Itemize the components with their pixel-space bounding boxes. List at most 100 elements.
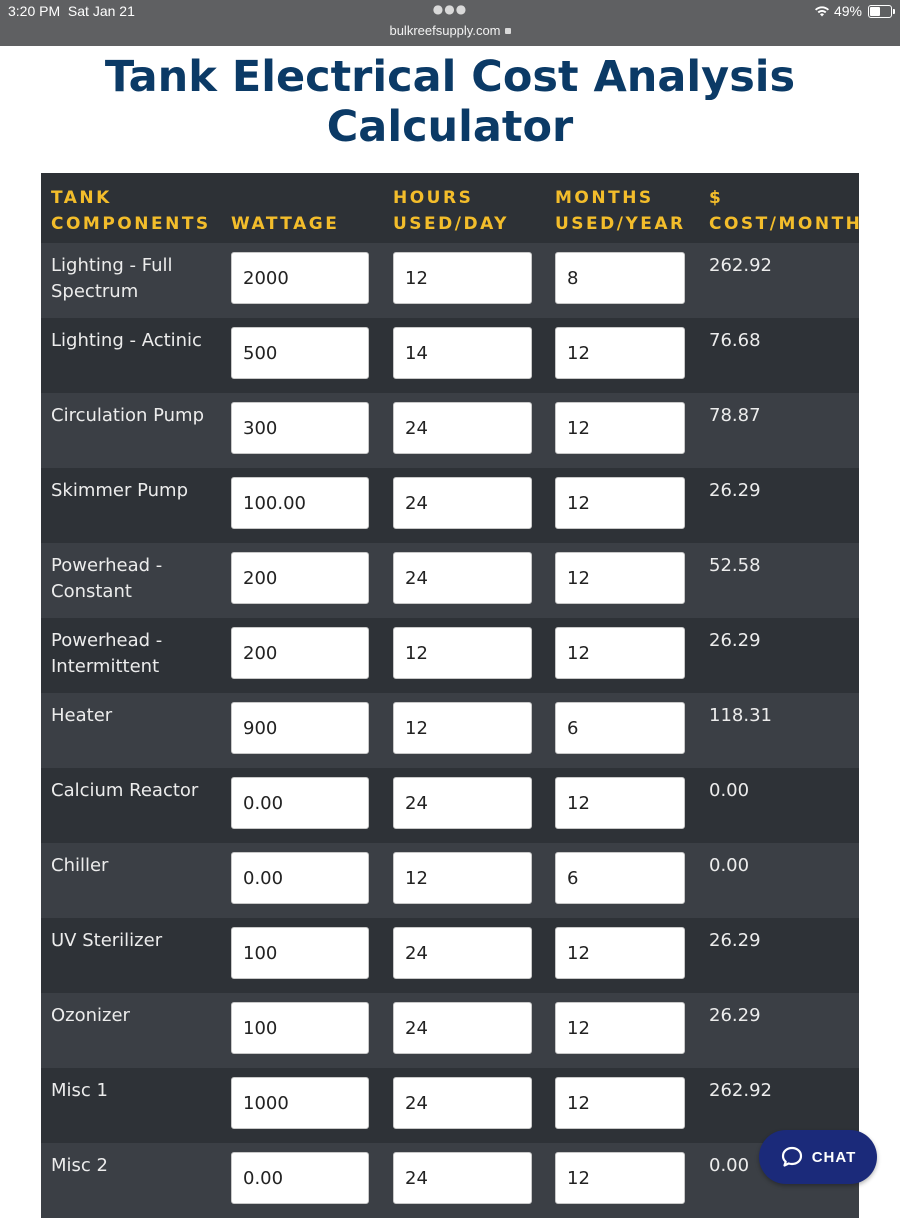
wattage-input[interactable] bbox=[231, 1077, 369, 1129]
cost-value: 26.29 bbox=[709, 630, 761, 651]
header-months: MONTHS USED/YEAR bbox=[555, 188, 686, 234]
wattage-input[interactable] bbox=[231, 252, 369, 304]
header-hours: HOURS USED/DAY bbox=[393, 188, 509, 234]
wattage-input[interactable] bbox=[231, 402, 369, 454]
table-row: UV Sterilizer 26.29 bbox=[41, 918, 859, 993]
component-name: Powerhead - Constant bbox=[51, 555, 163, 602]
cost-value: 26.29 bbox=[709, 480, 761, 501]
component-name: Skimmer Pump bbox=[51, 480, 189, 501]
months-input[interactable] bbox=[555, 252, 685, 304]
wattage-input[interactable] bbox=[231, 852, 369, 904]
component-name: Calcium Reactor bbox=[51, 780, 199, 801]
battery-percent: 49% bbox=[833, 3, 862, 19]
lock-icon bbox=[504, 28, 511, 34]
component-name: Chiller bbox=[51, 855, 109, 876]
component-name: Circulation Pump bbox=[51, 405, 205, 426]
table-row: Chiller 0.00 bbox=[41, 843, 859, 918]
component-name: Ozonizer bbox=[51, 1005, 130, 1026]
wattage-input[interactable] bbox=[231, 702, 369, 754]
cost-value: 0.00 bbox=[709, 1155, 750, 1176]
wattage-input[interactable] bbox=[231, 477, 369, 529]
months-input[interactable] bbox=[555, 1077, 685, 1129]
hours-input[interactable] bbox=[393, 702, 532, 754]
wattage-input[interactable] bbox=[231, 552, 369, 604]
table-row: Calcium Reactor 0.00 bbox=[41, 768, 859, 843]
header-components: TANK COMPONENTS bbox=[51, 188, 211, 234]
months-input[interactable] bbox=[555, 852, 685, 904]
chat-bubble-icon bbox=[781, 1146, 802, 1167]
component-name: Misc 2 bbox=[51, 1155, 108, 1176]
months-input[interactable] bbox=[555, 927, 685, 979]
table-row: Skimmer Pump 26.29 bbox=[41, 468, 859, 543]
hours-input[interactable] bbox=[393, 477, 532, 529]
hours-input[interactable] bbox=[393, 252, 532, 304]
component-name: Powerhead - Intermittent bbox=[51, 630, 163, 677]
cost-value: 52.58 bbox=[709, 555, 761, 576]
tab-dots-icon[interactable]: ●●● bbox=[432, 2, 468, 16]
component-name: Lighting - Full Spectrum bbox=[51, 255, 173, 302]
header-cost: $ COST/MONTH bbox=[709, 188, 863, 234]
cost-table: TANK COMPONENTS WATTAGE HOURS USED/DAY M… bbox=[41, 173, 863, 1218]
address-bar[interactable]: bulkreefsupply.com bbox=[0, 23, 900, 38]
table-row: Lighting - Actinic 76.68 bbox=[41, 318, 859, 393]
hours-input[interactable] bbox=[393, 327, 532, 379]
table-row: Misc 1 262.92 bbox=[41, 1068, 859, 1143]
wattage-input[interactable] bbox=[231, 327, 369, 379]
cost-value: 78.87 bbox=[709, 405, 761, 426]
months-input[interactable] bbox=[555, 477, 685, 529]
months-input[interactable] bbox=[555, 327, 685, 379]
wattage-input[interactable] bbox=[231, 927, 369, 979]
component-name: Lighting - Actinic bbox=[51, 330, 202, 351]
table-body: Lighting - Full Spectrum 262.92 Lighting… bbox=[41, 243, 859, 1218]
months-input[interactable] bbox=[555, 627, 685, 679]
cost-value: 26.29 bbox=[709, 930, 761, 951]
table-header: TANK COMPONENTS WATTAGE HOURS USED/DAY M… bbox=[41, 173, 863, 243]
months-input[interactable] bbox=[555, 777, 685, 829]
wattage-input[interactable] bbox=[231, 1152, 369, 1204]
hours-input[interactable] bbox=[393, 402, 532, 454]
hours-input[interactable] bbox=[393, 1002, 532, 1054]
wifi-icon bbox=[814, 6, 829, 17]
cost-value: 118.31 bbox=[709, 705, 772, 726]
table-row: Heater 118.31 bbox=[41, 693, 859, 768]
wattage-input[interactable] bbox=[231, 1002, 369, 1054]
cost-value: 262.92 bbox=[709, 1080, 772, 1101]
cost-value: 76.68 bbox=[709, 330, 761, 351]
wattage-input[interactable] bbox=[231, 627, 369, 679]
table-row: Misc 2 0.00 bbox=[41, 1143, 859, 1218]
hours-input[interactable] bbox=[393, 1077, 532, 1129]
battery-icon bbox=[868, 4, 895, 18]
months-input[interactable] bbox=[555, 402, 685, 454]
table-row: Powerhead - Intermittent 26.29 bbox=[41, 618, 859, 693]
page-title: Tank Electrical Cost Analysis Calculator bbox=[104, 52, 796, 152]
header-wattage: WATTAGE bbox=[231, 214, 340, 234]
cost-value: 262.92 bbox=[709, 255, 772, 276]
cost-value: 0.00 bbox=[709, 780, 750, 801]
chat-label: CHAT bbox=[811, 1148, 857, 1166]
hours-input[interactable] bbox=[393, 927, 532, 979]
component-name: Heater bbox=[51, 705, 113, 726]
url-text: bulkreefsupply.com bbox=[389, 23, 501, 38]
hours-input[interactable] bbox=[393, 777, 532, 829]
wattage-input[interactable] bbox=[231, 777, 369, 829]
status-time: 3:20 PM Sat Jan 21 bbox=[8, 3, 135, 19]
component-name: Misc 1 bbox=[51, 1080, 108, 1101]
status-right: 49% bbox=[814, 3, 895, 19]
hours-input[interactable] bbox=[393, 552, 532, 604]
browser-status-bar: 3:20 PM Sat Jan 21 ●●● bulkreefsupply.co… bbox=[0, 0, 900, 46]
months-input[interactable] bbox=[555, 1152, 685, 1204]
table-row: Powerhead - Constant 52.58 bbox=[41, 543, 859, 618]
hours-input[interactable] bbox=[393, 1152, 532, 1204]
cost-value: 0.00 bbox=[709, 855, 750, 876]
table-row: Ozonizer 26.29 bbox=[41, 993, 859, 1068]
months-input[interactable] bbox=[555, 702, 685, 754]
table-row: Lighting - Full Spectrum 262.92 bbox=[41, 243, 859, 318]
hours-input[interactable] bbox=[393, 852, 532, 904]
table-row: Circulation Pump 78.87 bbox=[41, 393, 859, 468]
component-name: UV Sterilizer bbox=[51, 930, 163, 951]
chat-button[interactable]: CHAT bbox=[759, 1130, 877, 1184]
months-input[interactable] bbox=[555, 552, 685, 604]
months-input[interactable] bbox=[555, 1002, 685, 1054]
cost-value: 26.29 bbox=[709, 1005, 761, 1026]
hours-input[interactable] bbox=[393, 627, 532, 679]
